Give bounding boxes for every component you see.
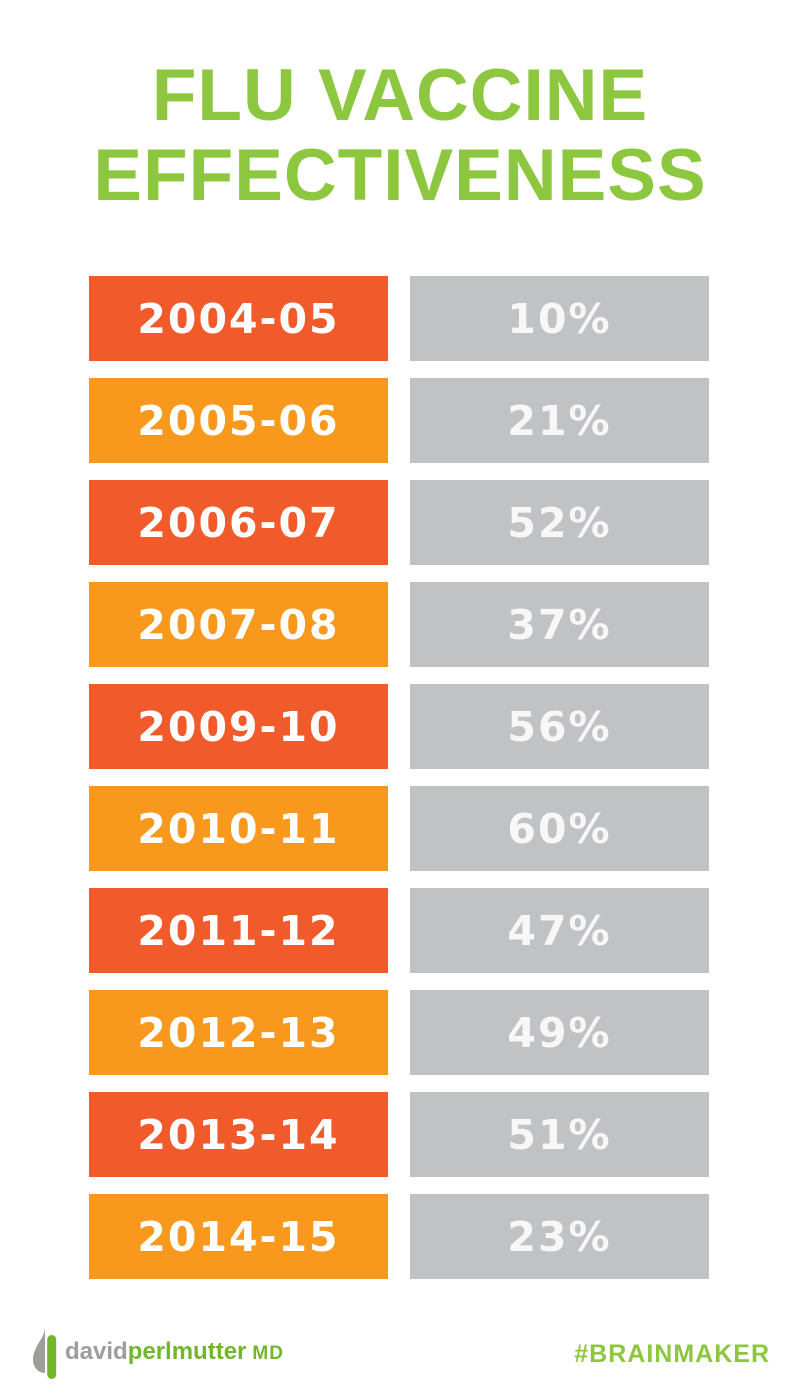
table-row: 2007-08 37% <box>89 582 709 667</box>
value-cell: 56% <box>410 684 709 769</box>
season-cell: 2006-07 <box>89 480 388 565</box>
season-cell: 2004-05 <box>89 276 388 361</box>
hashtag-brainmaker: #BRAINMAKER <box>574 1340 770 1368</box>
davidperlmutter-logo: davidperlmutter MD <box>32 1326 284 1380</box>
value-cell: 23% <box>410 1194 709 1279</box>
title-line-2: EFFECTIVENESS <box>93 135 707 216</box>
season-cell: 2012-13 <box>89 990 388 1075</box>
season-cell: 2013-14 <box>89 1092 388 1177</box>
value-cell: 47% <box>410 888 709 973</box>
value-cell: 51% <box>410 1092 709 1177</box>
table-row: 2005-06 21% <box>89 378 709 463</box>
table-row: 2009-10 56% <box>89 684 709 769</box>
season-cell: 2009-10 <box>89 684 388 769</box>
value-cell: 21% <box>410 378 709 463</box>
table-row: 2014-15 23% <box>89 1194 709 1279</box>
table-row: 2010-11 60% <box>89 786 709 871</box>
table-row: 2011-12 47% <box>89 888 709 973</box>
value-cell: 52% <box>410 480 709 565</box>
value-cell: 37% <box>410 582 709 667</box>
logo-perlmutter: perlmutter <box>127 1338 247 1365</box>
effectiveness-table: 2004-05 10% 2005-06 21% 2006-07 52% 2007-08 37%… <box>89 276 709 1279</box>
season-cell: 2005-06 <box>89 378 388 463</box>
title-line-1: FLU VACCINE <box>151 55 649 136</box>
logo-david: david <box>65 1338 128 1365</box>
table-row: 2012-13 49% <box>89 990 709 1075</box>
logo-text: davidperlmutter MD <box>65 1326 284 1380</box>
season-cell: 2011-12 <box>89 888 388 973</box>
table-row: 2006-07 52% <box>89 480 709 565</box>
logo-md: MD <box>252 1343 284 1364</box>
season-cell: 2014-15 <box>89 1194 388 1279</box>
leaf-logo-icon <box>33 1328 57 1379</box>
table-row: 2013-14 51% <box>89 1092 709 1177</box>
season-cell: 2007-08 <box>89 582 388 667</box>
table-row: 2004-05 10% <box>89 276 709 361</box>
value-cell: 10% <box>410 276 709 361</box>
value-cell: 60% <box>410 786 709 871</box>
value-cell: 49% <box>410 990 709 1075</box>
season-cell: 2010-11 <box>89 786 388 871</box>
page-title: FLU VACCINE EFFECTIVENESS <box>0 56 800 216</box>
